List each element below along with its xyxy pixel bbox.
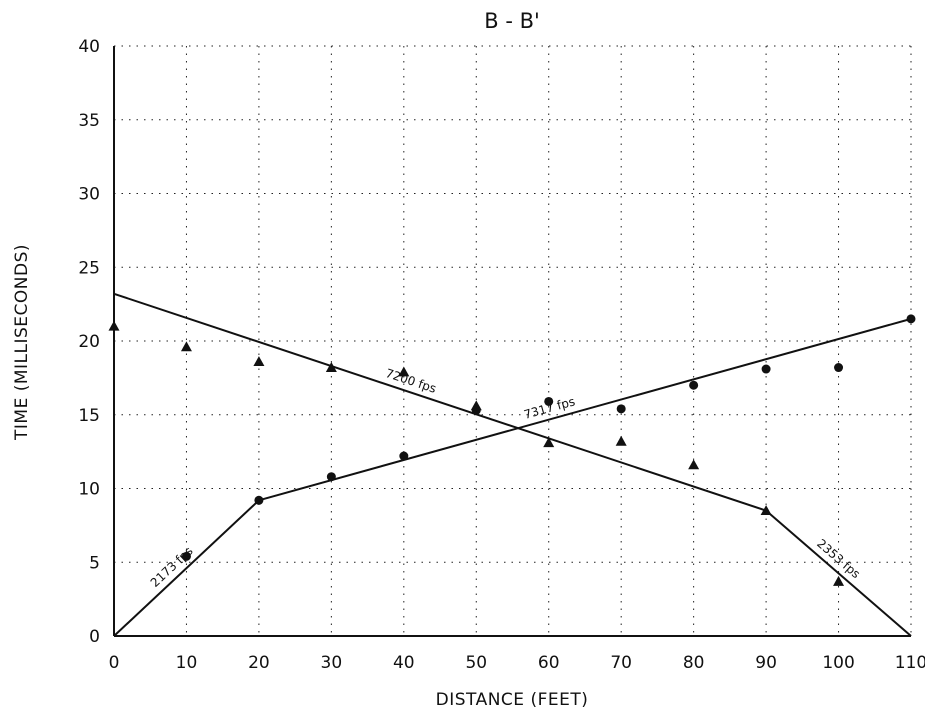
x-tick-label: 20 xyxy=(248,653,270,673)
x-tick-label: 40 xyxy=(393,653,415,673)
fit-line-label: 7200 fps xyxy=(384,366,438,396)
x-tick-label: 0 xyxy=(109,653,120,673)
y-tick-label: 25 xyxy=(78,258,100,278)
triangle-marker xyxy=(543,437,555,448)
circle-marker xyxy=(254,495,264,505)
y-tick-label: 15 xyxy=(78,406,100,426)
x-tick-label: 50 xyxy=(465,653,487,673)
fit-line xyxy=(113,292,767,512)
y-tick-label: 20 xyxy=(78,332,100,352)
circle-marker xyxy=(544,396,554,406)
triangle-marker xyxy=(615,435,627,446)
circle-marker xyxy=(906,314,916,324)
chart-title: B - B' xyxy=(484,9,540,33)
fit-line xyxy=(765,509,912,637)
circle-marker xyxy=(181,551,191,561)
circle-marker xyxy=(616,404,626,414)
x-tick-label: 80 xyxy=(683,653,705,673)
y-axis-label: TIME (MILLISECONDS) xyxy=(12,244,32,441)
triangle-marker xyxy=(760,505,772,516)
x-axis-label: DISTANCE (FEET) xyxy=(436,690,589,710)
triangle-marker xyxy=(688,459,700,470)
y-tick-label: 40 xyxy=(78,37,100,57)
data-markers xyxy=(108,314,916,586)
x-tick-label: 60 xyxy=(538,653,560,673)
y-tick-label: 0 xyxy=(89,627,100,647)
fit-line xyxy=(258,317,912,502)
circle-marker xyxy=(761,364,771,374)
tick-labels: 0 10 20 30 40 50 60 70 80 90 100 110 0 5 10 15 20 25 30 35 4… xyxy=(78,37,925,673)
x-tick-label: 10 xyxy=(176,653,198,673)
y-tick-label: 35 xyxy=(78,111,100,131)
circle-marker xyxy=(326,472,336,482)
triangle-marker xyxy=(398,366,410,377)
y-tick-label: 10 xyxy=(78,480,100,500)
x-tick-label: 70 xyxy=(610,653,632,673)
circle-marker xyxy=(399,451,409,461)
x-tick-label: 90 xyxy=(755,653,777,673)
circle-marker xyxy=(689,380,699,390)
axes-layer xyxy=(113,46,911,637)
triangle-marker xyxy=(180,341,192,352)
x-tick-label: 30 xyxy=(321,653,343,673)
circle-marker xyxy=(834,363,844,373)
y-tick-label: 30 xyxy=(78,185,100,205)
y-tick-label: 5 xyxy=(89,553,100,573)
triangle-marker xyxy=(833,575,845,586)
fit-line xyxy=(113,499,260,637)
triangle-marker xyxy=(108,320,120,331)
triangle-marker xyxy=(253,356,265,367)
grid-layer xyxy=(114,45,912,636)
triangle-marker xyxy=(470,400,482,411)
x-tick-label: 110 xyxy=(895,653,925,673)
triangle-marker xyxy=(325,362,337,372)
x-tick-label: 100 xyxy=(822,653,854,673)
